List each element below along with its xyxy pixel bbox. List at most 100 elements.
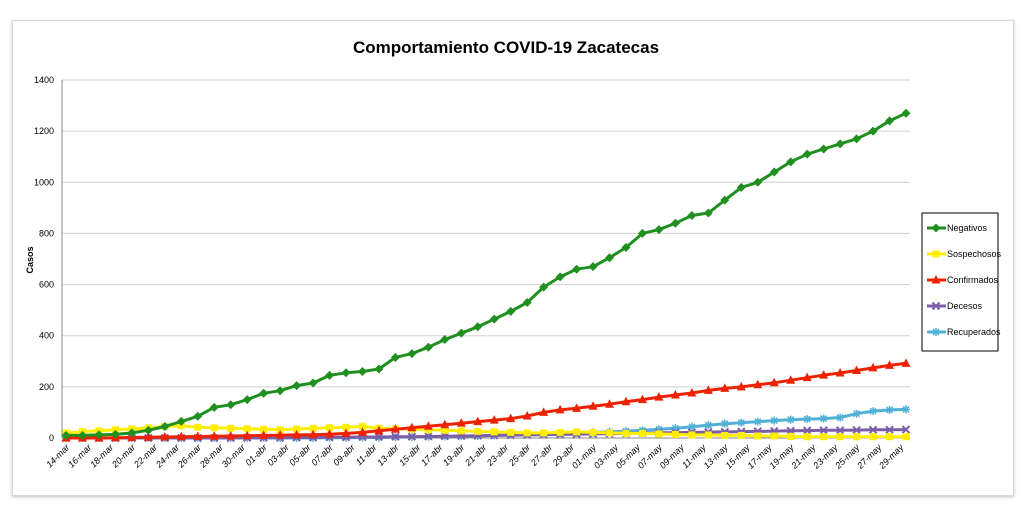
data-point bbox=[490, 428, 498, 436]
series-line bbox=[65, 424, 906, 439]
data-point bbox=[357, 367, 367, 377]
data-point bbox=[374, 432, 384, 442]
data-point bbox=[670, 218, 680, 228]
data-point bbox=[704, 421, 713, 430]
data-point bbox=[325, 429, 335, 438]
data-point bbox=[622, 429, 630, 437]
data-point bbox=[457, 427, 465, 435]
data-point bbox=[390, 424, 400, 433]
data-point bbox=[621, 396, 631, 406]
data-point bbox=[769, 167, 779, 177]
data-point bbox=[341, 428, 351, 437]
data-point bbox=[424, 426, 432, 434]
data-point bbox=[786, 157, 796, 167]
data-point bbox=[143, 432, 153, 441]
data-point bbox=[573, 428, 581, 436]
data-point bbox=[275, 430, 285, 439]
data-point bbox=[176, 431, 186, 441]
legend: Negativos Sospechosos Confirmados Decesos Re… bbox=[921, 212, 1002, 352]
data-point bbox=[621, 242, 631, 252]
data-point bbox=[77, 430, 87, 440]
y-tick-label: 1200 bbox=[34, 126, 54, 136]
data-point bbox=[754, 432, 762, 440]
data-point bbox=[820, 433, 828, 441]
data-point bbox=[308, 378, 318, 388]
data-point bbox=[407, 432, 417, 441]
series-decesos bbox=[61, 425, 911, 443]
data-point bbox=[572, 403, 582, 412]
y-tick-label: 400 bbox=[39, 331, 54, 341]
data-point bbox=[803, 433, 811, 441]
x-tick-label: 19-abr bbox=[441, 442, 467, 468]
data-point bbox=[456, 328, 466, 338]
data-point bbox=[606, 429, 614, 437]
legend-item-confirmados: Confirmados bbox=[927, 275, 999, 285]
data-point bbox=[160, 421, 170, 431]
data-point bbox=[555, 404, 565, 414]
series-line bbox=[66, 111, 907, 437]
data-point bbox=[259, 388, 269, 398]
data-point bbox=[703, 208, 713, 218]
data-point bbox=[193, 411, 203, 421]
data-point bbox=[110, 429, 120, 439]
series-negativos bbox=[61, 108, 911, 440]
data-point bbox=[176, 416, 186, 426]
data-point bbox=[540, 429, 548, 437]
data-point bbox=[522, 297, 532, 307]
data-point bbox=[720, 419, 729, 428]
data-point bbox=[868, 126, 878, 136]
data-point bbox=[671, 424, 680, 433]
data-point bbox=[407, 349, 417, 359]
data-point bbox=[242, 430, 252, 440]
series-line bbox=[66, 407, 907, 440]
data-point bbox=[127, 428, 137, 438]
data-point bbox=[901, 358, 911, 367]
data-point bbox=[605, 399, 615, 408]
legend-label: Negativos bbox=[947, 223, 988, 233]
x-tick-label: 25-abr bbox=[506, 442, 533, 469]
data-point bbox=[539, 407, 549, 416]
data-point bbox=[292, 429, 302, 439]
legend-swatch-marker bbox=[931, 301, 941, 311]
x-tick-label: 22-mar bbox=[131, 442, 160, 471]
data-point bbox=[243, 425, 251, 433]
data-point bbox=[588, 401, 598, 410]
data-point bbox=[637, 228, 647, 238]
data-point bbox=[507, 428, 515, 436]
data-point bbox=[852, 134, 862, 144]
data-point bbox=[885, 360, 895, 369]
data-point bbox=[143, 425, 153, 435]
data-point bbox=[226, 430, 236, 440]
data-point bbox=[589, 428, 597, 436]
data-point bbox=[407, 422, 417, 432]
data-point bbox=[753, 417, 762, 426]
data-point bbox=[489, 314, 499, 324]
data-point bbox=[868, 425, 878, 435]
data-point bbox=[423, 421, 433, 430]
y-axis-title: Casos bbox=[25, 246, 35, 273]
data-point bbox=[886, 433, 894, 441]
data-point bbox=[308, 429, 318, 439]
data-point bbox=[670, 390, 680, 399]
data-point bbox=[259, 430, 269, 439]
legend-swatch-marker bbox=[931, 275, 941, 284]
data-point bbox=[902, 433, 910, 441]
data-point bbox=[737, 418, 746, 427]
data-point bbox=[292, 381, 302, 391]
data-point bbox=[275, 386, 285, 396]
data-point bbox=[852, 409, 861, 418]
data-point bbox=[506, 413, 516, 423]
x-tick-label: 23-abr bbox=[484, 442, 511, 469]
data-point bbox=[885, 425, 894, 435]
data-point bbox=[703, 385, 713, 394]
data-point bbox=[210, 424, 218, 432]
data-point bbox=[737, 431, 745, 439]
chart-title: Comportamiento COVID-19 Zacatecas bbox=[353, 38, 659, 57]
data-point bbox=[111, 426, 119, 434]
data-point bbox=[835, 368, 845, 377]
data-point bbox=[720, 195, 730, 205]
data-point bbox=[721, 431, 729, 439]
data-point bbox=[654, 392, 664, 401]
data-point bbox=[242, 395, 252, 405]
data-point bbox=[489, 415, 499, 424]
